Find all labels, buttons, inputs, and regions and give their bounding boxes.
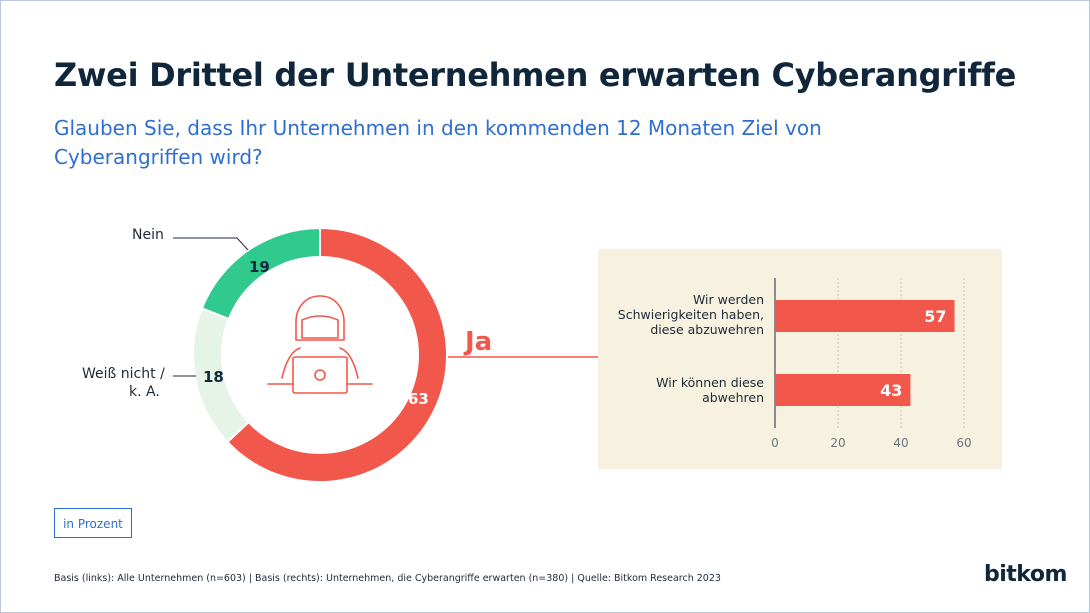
bar-category-1: Wir werden Schwierigkeiten haben, diese … <box>600 292 764 337</box>
bar-1-value: 57 <box>924 307 946 326</box>
unit-box: in Prozent <box>54 508 132 538</box>
bar-category-1-line2: Schwierigkeiten haben, <box>617 307 764 322</box>
bitkom-logo: bitkom <box>984 562 1067 587</box>
chart-title: Zwei Drittel der Unternehmen erwarten Cy… <box>54 56 1016 94</box>
nein-value: 19 <box>249 258 270 276</box>
x-tick-60: 60 <box>956 436 972 450</box>
nein-label: Nein <box>132 227 164 243</box>
chart-subtitle: Glauben Sie, dass Ihr Unternehmen in den… <box>54 116 822 169</box>
donut-slice-nein <box>200 226 321 321</box>
bar-category-2-line2: abwehren <box>702 390 764 405</box>
ja-label: Ja <box>465 327 493 357</box>
source-footnote: Basis (links): Alle Unternehmen (n=603) … <box>54 573 721 584</box>
bar-category-1-line1: Wir werden <box>692 292 764 307</box>
bar-1 <box>775 300 955 332</box>
nein-leader-line <box>173 237 249 251</box>
bar-2 <box>775 374 911 406</box>
bar-category-2-line1: Wir können diese <box>656 375 764 390</box>
bar-chart-panel <box>598 249 1002 469</box>
x-tick-40: 40 <box>893 436 909 450</box>
x-tick-20: 20 <box>830 436 846 450</box>
bar-category-1-line3: diese abzuwehren <box>650 322 764 337</box>
weiss-nicht-value: 18 <box>203 368 224 386</box>
donut-slice-ja <box>226 226 448 483</box>
x-tick-0: 0 <box>771 436 779 450</box>
ja-value: 63 <box>408 390 429 408</box>
weiss-nicht-label-line1: Weiß nicht / <box>82 366 165 382</box>
bar-2-value: 43 <box>880 381 902 400</box>
hacker-laptop-icon <box>267 295 373 394</box>
bar-category-2: Wir können diese abwehren <box>600 375 764 405</box>
weiss-nicht-label-line2: k. A. <box>129 384 160 400</box>
